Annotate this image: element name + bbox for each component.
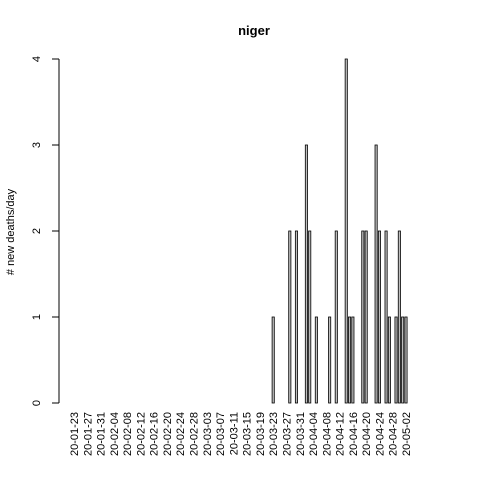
x-tick-label: 20-02-24 [175,412,187,456]
x-tick-label: 20-04-12 [335,412,347,456]
x-tick-label: 20-01-31 [96,412,108,456]
bar [308,230,312,404]
x-tick-label: 20-03-11 [228,412,240,455]
x-tick-label: 20-02-12 [135,412,147,456]
x-tick-label: 20-03-31 [295,412,307,456]
x-tick-label: 20-03-19 [255,412,267,456]
x-tick-label: 20-04-24 [374,412,386,456]
bar [288,230,292,404]
x-tick-label: 20-03-27 [281,412,293,456]
chart-title: niger [238,23,270,38]
bar [404,316,408,404]
y-tick-label: 2 [31,228,43,234]
bar [328,316,332,404]
x-tick-label: 20-03-23 [268,412,280,456]
bar [361,230,365,404]
x-tick-label: 20-05-02 [401,412,413,456]
x-tick-label: 20-01-27 [82,412,94,456]
bar [348,316,352,404]
y-tick-label: 1 [31,314,43,320]
y-axis-label: # new deaths/day [5,188,17,275]
bar [314,316,318,404]
y-tick-label: 0 [31,400,43,406]
y-tick-label: 4 [31,56,43,62]
bar [401,316,405,404]
x-tick-label: 20-03-07 [215,412,227,456]
bar [364,230,368,404]
x-tick-label: 20-02-16 [149,412,161,456]
x-tick-label: 20-02-08 [122,412,134,456]
x-tick-label: 20-02-20 [162,412,174,456]
bar [397,230,401,404]
x-tick-label: 20-03-15 [242,412,254,456]
x-tick-label: 20-04-20 [361,412,373,456]
x-tick-label: 20-04-04 [308,412,320,456]
bar [294,230,298,404]
bar [384,230,388,404]
bar [344,58,348,404]
bar [304,144,308,404]
bar [374,144,378,404]
bar [351,316,355,404]
x-tick-label: 20-02-04 [109,412,121,456]
x-tick-label: 20-01-23 [69,412,81,456]
x-tick-label: 20-04-28 [388,412,400,456]
bar [387,316,391,404]
bar [394,316,398,404]
bar [334,230,338,404]
x-tick-label: 20-02-28 [189,412,201,456]
x-tick-label: 20-04-08 [321,412,333,456]
y-axis: 0 1 2 3 4 [31,56,60,406]
x-axis: 20-01-23 20-01-27 20-01-31 20-02-04 20-02-08… [69,412,413,456]
bars [271,58,408,404]
x-tick-label: 20-03-03 [202,412,214,456]
x-tick-label: 20-04-16 [348,412,360,456]
bar [271,316,275,404]
bar [377,230,381,404]
y-tick-label: 3 [31,142,43,148]
